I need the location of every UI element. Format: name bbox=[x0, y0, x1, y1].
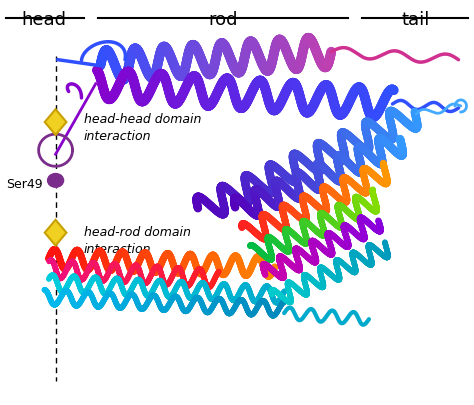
Polygon shape bbox=[45, 109, 66, 135]
Text: head: head bbox=[21, 11, 66, 30]
Text: head-rod domain
interaction: head-rod domain interaction bbox=[84, 226, 191, 256]
Text: Ser49: Ser49 bbox=[6, 178, 43, 191]
Polygon shape bbox=[45, 220, 66, 245]
Text: head-head domain
interaction: head-head domain interaction bbox=[84, 113, 201, 143]
Circle shape bbox=[47, 173, 64, 187]
Text: rod: rod bbox=[208, 11, 237, 30]
Text: tail: tail bbox=[402, 11, 430, 30]
